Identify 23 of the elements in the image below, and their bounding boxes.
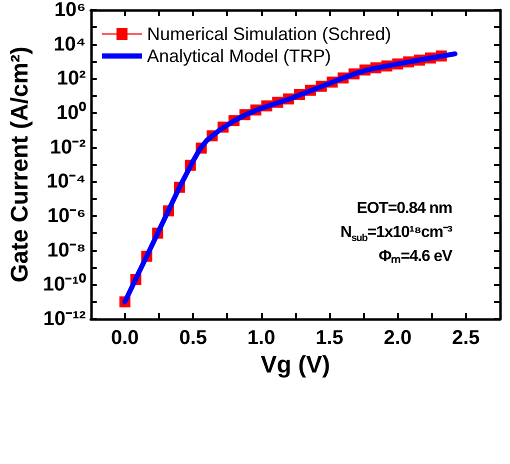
x-axis-title: Vg (V) [260, 351, 330, 378]
legend-label: Analytical Model (TRP) [147, 46, 332, 66]
x-tick-label: 1.5 [316, 327, 344, 349]
legend-label: Numerical Simulation (Schred) [147, 24, 392, 44]
x-tick-label: 1.0 [247, 327, 276, 349]
y-tick-label: 10⁴ [54, 33, 86, 56]
x-tick-label: 2.5 [452, 327, 480, 349]
y-tick-label: 10² [56, 68, 86, 90]
y-tick-label: 10⁻⁴ [46, 170, 86, 193]
y-tick-label: 10⁻¹² [43, 308, 86, 330]
annotation: N$_{sub}$=1x10¹⁸cm⁻³ [340, 223, 452, 245]
annotation: Φₘ=4.6 eV [378, 247, 452, 267]
y-tick-label: 10⁻¹⁰ [42, 272, 86, 296]
x-tick-label: 0.0 [111, 327, 139, 349]
annotation: EOT=0.84 nm [356, 199, 452, 219]
x-tick-label: 2.0 [384, 327, 412, 349]
y-tick-label: 10⁶ [54, 0, 86, 21]
y-axis-title: Gate Current (A/cm²) [6, 46, 34, 283]
y-tick-label: 10⁻⁶ [47, 205, 86, 227]
y-tick-label: 10⁰ [56, 101, 86, 124]
x-tick-label: 0.5 [179, 327, 208, 349]
y-tick-label: 10⁻² [50, 136, 86, 158]
y-tick-label: 10⁻⁸ [47, 239, 86, 262]
